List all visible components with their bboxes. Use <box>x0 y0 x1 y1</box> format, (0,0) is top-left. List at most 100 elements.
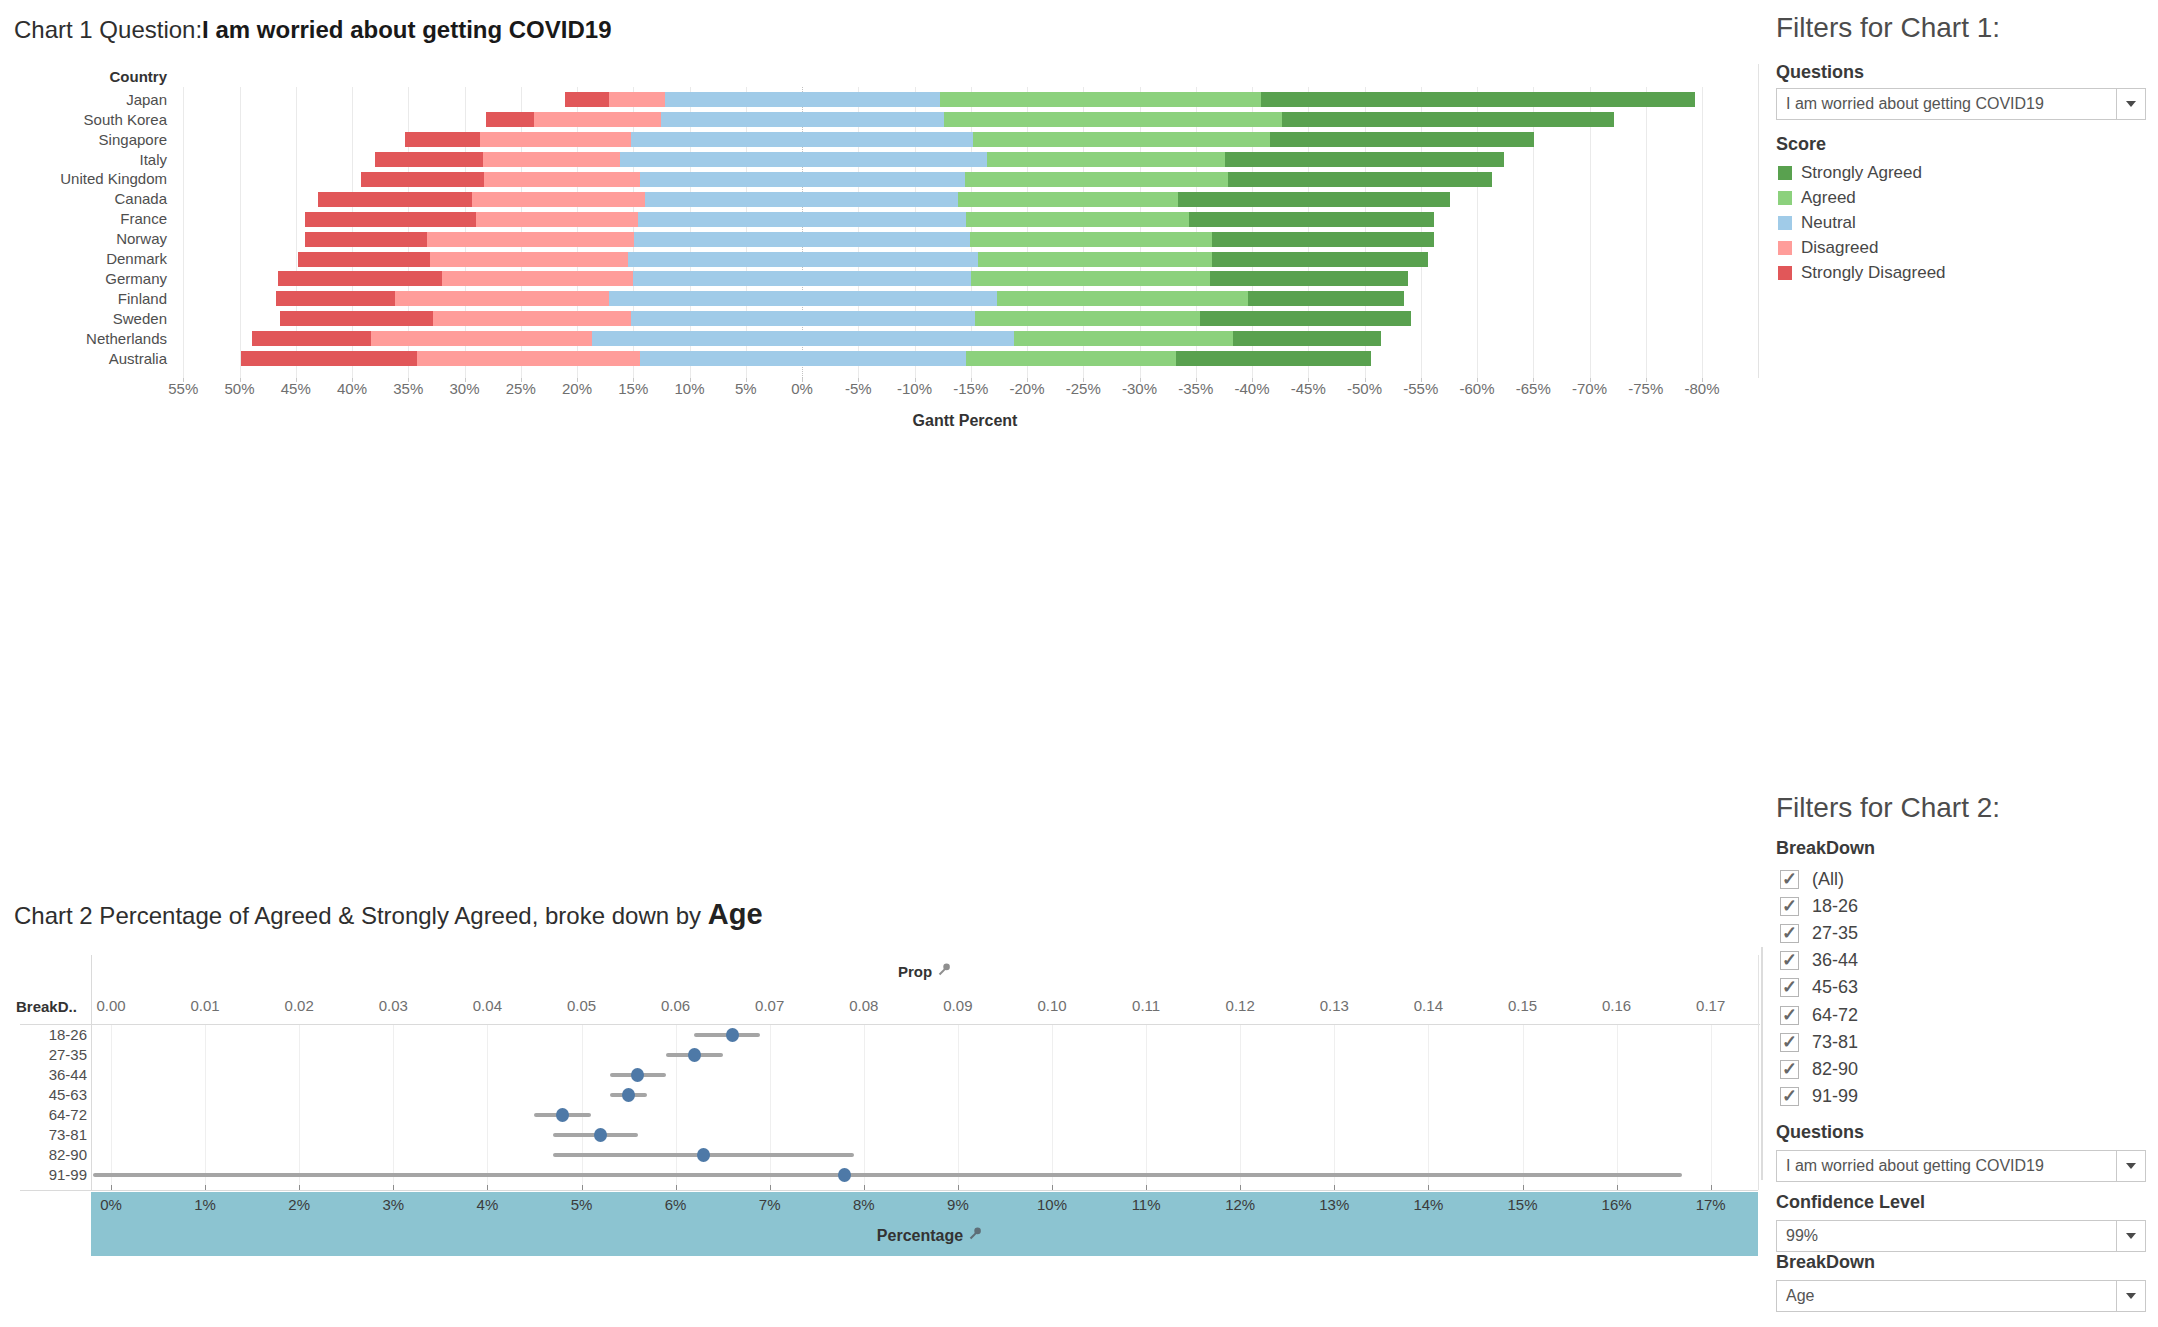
breakdown-option-18-26[interactable]: ✓18-26 <box>1780 894 2080 918</box>
dot-mark[interactable] <box>838 1168 851 1182</box>
legend-item-agreed[interactable]: Agreed <box>1778 186 2078 210</box>
legend-label: Agreed <box>1801 188 1856 208</box>
checkbox[interactable]: ✓ <box>1780 1006 1799 1025</box>
checkbox[interactable]: ✓ <box>1780 1087 1799 1106</box>
percentage-tick-label: 14% <box>1393 1196 1463 1213</box>
checkbox[interactable]: ✓ <box>1780 1060 1799 1079</box>
gridline <box>676 1025 677 1190</box>
gridline <box>393 1025 394 1190</box>
breakdown-dropdown[interactable]: Age <box>1776 1280 2146 1312</box>
breakdown-option-82-90[interactable]: ✓ 82-90 <box>1780 1057 2080 1081</box>
dot-mark[interactable] <box>631 1068 644 1082</box>
chart2-bottom-rule <box>20 1190 1758 1191</box>
age-label: 64-72 <box>0 1106 87 1124</box>
prop-tick-label: 0.04 <box>452 997 522 1014</box>
checkbox-label: 45-63 <box>1812 977 1858 998</box>
prop-label: Prop <box>898 963 932 980</box>
dot-mark[interactable] <box>697 1148 710 1162</box>
dot-mark[interactable] <box>688 1048 701 1062</box>
legend-swatch <box>1778 241 1792 255</box>
breakdown-option-73-81[interactable]: ✓ 73-81 <box>1780 1030 2080 1054</box>
checkbox[interactable]: ✓ <box>1780 951 1799 970</box>
breakdown-option-45-63[interactable]: ✓ 45-63 <box>1780 976 2080 1000</box>
percentage-tick-label: 16% <box>1582 1196 1652 1213</box>
sort-pin-icon[interactable] <box>968 1226 983 1245</box>
breakdown-option-27-35[interactable]: ✓ 27-35 <box>1780 921 2080 945</box>
breakdown-option-91-99[interactable]: ✓ 91-99 <box>1780 1085 2080 1109</box>
percentage-tick-label: 15% <box>1488 1196 1558 1213</box>
checkbox-label: 73-81 <box>1812 1032 1858 1053</box>
checkbox[interactable]: ✓ <box>1780 924 1799 943</box>
legend-swatch <box>1778 191 1792 205</box>
questions2-dropdown-value: I am worried about getting COVID19 <box>1777 1157 2116 1175</box>
questions-dropdown[interactable]: I am worried about getting COVID19 <box>1776 88 2146 120</box>
breakdown-option-36-44[interactable]: ✓36-44 <box>1780 949 2080 973</box>
age-label: 91-99 <box>0 1166 87 1184</box>
questions2-dropdown[interactable]: I am worried about getting COVID19 <box>1776 1150 2146 1182</box>
sort-pin-icon[interactable] <box>937 962 952 981</box>
dropdown-arrow-icon[interactable] <box>2116 1281 2145 1311</box>
percentage-tick-label: 12% <box>1205 1196 1275 1213</box>
prop-tick-label: 0.17 <box>1676 997 1746 1014</box>
percentage-tick-label: 17% <box>1676 1196 1746 1213</box>
gridline <box>582 1025 583 1190</box>
ci-whisker[interactable] <box>93 1173 1682 1177</box>
gridline <box>1146 1025 1147 1190</box>
dot-mark[interactable] <box>594 1128 607 1142</box>
percentage-tick-label: 5% <box>547 1196 617 1213</box>
checkbox-label: 82-90 <box>1812 1059 1858 1080</box>
checkbox-label: (All) <box>1812 869 1844 890</box>
dropdown-arrow-icon[interactable] <box>2116 89 2145 119</box>
legend-item-disagreed[interactable]: Disagreed <box>1778 236 2078 260</box>
tick-mark <box>299 1185 300 1190</box>
checkbox[interactable]: ✓ <box>1780 1033 1799 1052</box>
prop-tick-label: 0.16 <box>1582 997 1652 1014</box>
checkbox[interactable]: ✓ <box>1780 870 1799 889</box>
gridline <box>770 1025 771 1190</box>
dropdown-arrow-icon[interactable] <box>2116 1221 2145 1251</box>
confidence-dropdown[interactable]: 99% <box>1776 1220 2146 1252</box>
dot-mark[interactable] <box>622 1088 635 1102</box>
checkbox[interactable]: ✓ <box>1780 897 1799 916</box>
dropdown-arrow-icon[interactable] <box>2116 1151 2145 1181</box>
legend-item-strongly-disagreed[interactable]: Strongly Disagreed <box>1778 261 2078 285</box>
checkbox-label: 27-35 <box>1812 923 1858 944</box>
age-label: 36-44 <box>0 1066 87 1084</box>
percentage-tick-label: 1% <box>170 1196 240 1213</box>
breakdown-option-64-72[interactable]: ✓64-72 <box>1780 1003 2080 1027</box>
chart2-title: Chart 2 Percentage of Agreed & Strongly … <box>14 898 763 931</box>
gridline <box>864 1025 865 1190</box>
prop-tick-label: 0.11 <box>1111 997 1181 1014</box>
checkbox-label: 91-99 <box>1812 1086 1858 1107</box>
gridline <box>1523 1025 1524 1190</box>
scrollbar-track[interactable] <box>1761 947 1763 1180</box>
breakdown-option-all[interactable]: ✓ (All) <box>1780 867 2080 891</box>
confidence-dropdown-value: 99% <box>1777 1227 2116 1245</box>
chart2-title-breakdown: Age <box>708 898 763 930</box>
legend-label: Strongly Agreed <box>1801 163 1922 183</box>
chart2-title-prefix: Chart 2 Percentage of Agreed & Strongly … <box>14 902 708 929</box>
filters1-title: Filters for Chart 1: <box>1776 12 2000 44</box>
gridline <box>1334 1025 1335 1190</box>
prop-tick-label: 0.00 <box>76 997 146 1014</box>
breakdown-label: BreakDown <box>1776 838 1875 859</box>
questions-dropdown-value: I am worried about getting COVID19 <box>1777 95 2116 113</box>
prop-tick-label: 0.02 <box>264 997 334 1014</box>
gridline <box>111 1025 112 1190</box>
chart2-bottom-axis-title: Percentage <box>830 1226 1030 1245</box>
legend-item-neutral[interactable]: Neutral <box>1778 211 2078 235</box>
legend-swatch <box>1778 166 1792 180</box>
percentage-tick-label: 0% <box>76 1196 146 1213</box>
percentage-tick-label: 4% <box>452 1196 522 1213</box>
legend-swatch <box>1778 216 1792 230</box>
legend-item-strongly-agreed[interactable]: Strongly Agreed <box>1778 161 2078 185</box>
tick-mark <box>770 1185 771 1190</box>
breakdown2-label: BreakDown <box>1776 1252 1875 1273</box>
confidence-label: Confidence Level <box>1776 1192 1925 1213</box>
percentage-tick-label: 13% <box>1299 1196 1369 1213</box>
dot-mark[interactable] <box>556 1108 569 1122</box>
checkbox[interactable]: ✓ <box>1780 978 1799 997</box>
chart2-dotplot: Chart 2 Percentage of Agreed & Strongly … <box>0 0 1770 1327</box>
dot-mark[interactable] <box>726 1028 739 1042</box>
age-label: 18-26 <box>0 1026 87 1044</box>
